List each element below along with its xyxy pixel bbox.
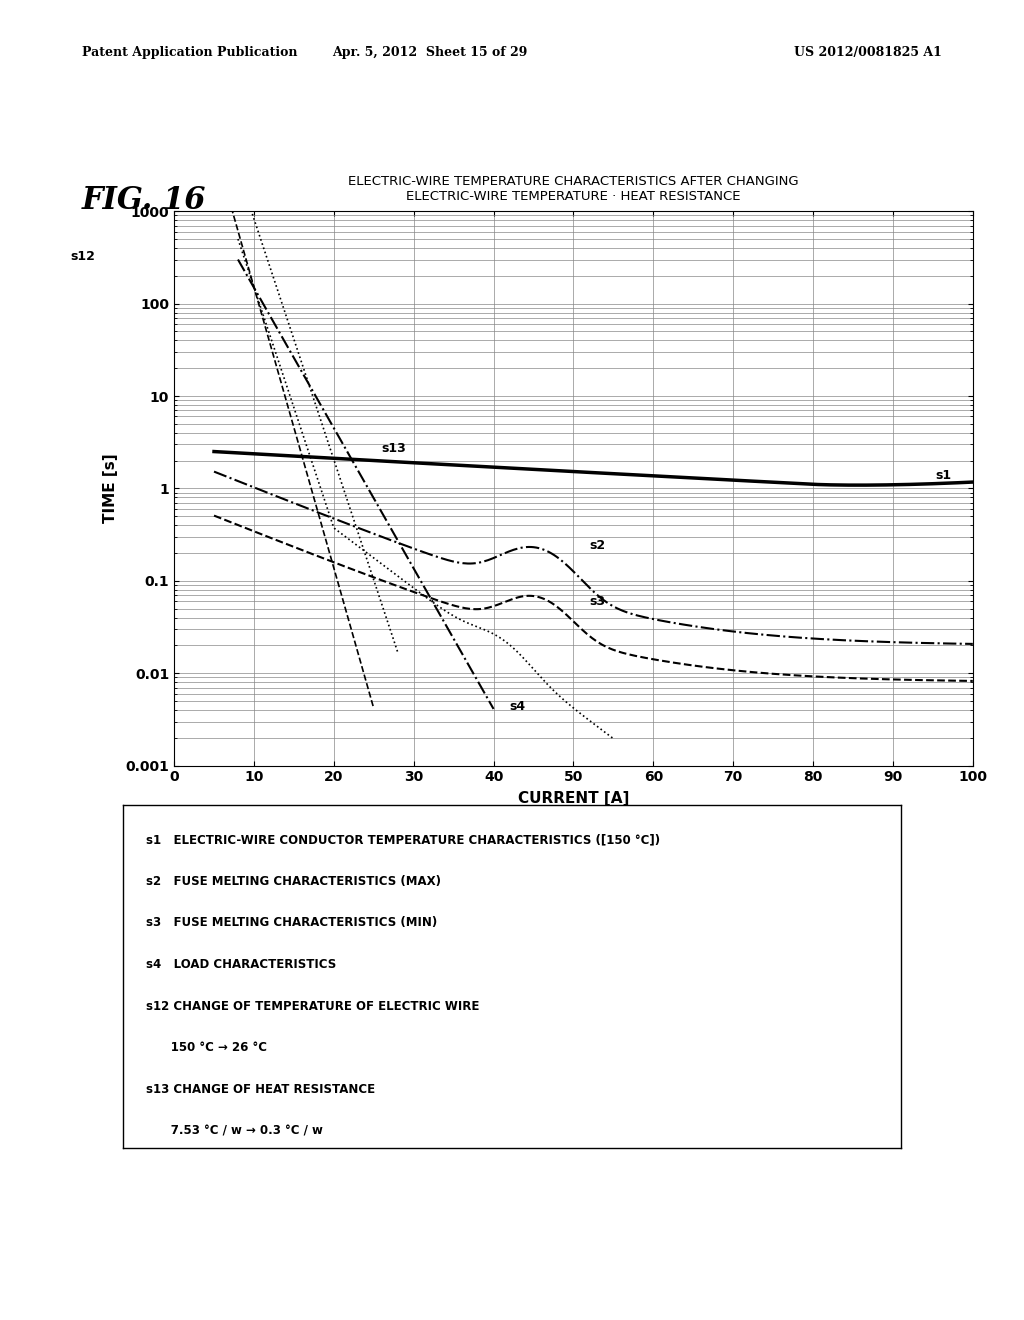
Text: s13 CHANGE OF HEAT RESISTANCE: s13 CHANGE OF HEAT RESISTANCE [146, 1084, 376, 1096]
Y-axis label: TIME [s]: TIME [s] [103, 454, 119, 523]
Text: s1: s1 [936, 470, 951, 482]
Text: s12: s12 [71, 249, 95, 263]
Text: s3   FUSE MELTING CHARACTERISTICS (MIN): s3 FUSE MELTING CHARACTERISTICS (MIN) [146, 916, 437, 929]
Text: 150 °C → 26 °C: 150 °C → 26 °C [146, 1041, 267, 1055]
Text: s4: s4 [510, 700, 525, 713]
Text: FIG. 16: FIG. 16 [82, 185, 207, 215]
Text: s4   LOAD CHARACTERISTICS: s4 LOAD CHARACTERISTICS [146, 958, 337, 972]
Text: Patent Application Publication: Patent Application Publication [82, 46, 297, 59]
Text: s1   ELECTRIC-WIRE CONDUCTOR TEMPERATURE CHARACTERISTICS ([150 °C]): s1 ELECTRIC-WIRE CONDUCTOR TEMPERATURE C… [146, 833, 660, 846]
Text: s2: s2 [590, 539, 605, 552]
Text: s3: s3 [590, 595, 605, 607]
Text: Apr. 5, 2012  Sheet 15 of 29: Apr. 5, 2012 Sheet 15 of 29 [333, 46, 527, 59]
Text: s2   FUSE MELTING CHARACTERISTICS (MAX): s2 FUSE MELTING CHARACTERISTICS (MAX) [146, 875, 441, 887]
Text: s13: s13 [382, 442, 407, 454]
Text: s12 CHANGE OF TEMPERATURE OF ELECTRIC WIRE: s12 CHANGE OF TEMPERATURE OF ELECTRIC WI… [146, 999, 479, 1012]
Text: 7.53 °C / w → 0.3 °C / w: 7.53 °C / w → 0.3 °C / w [146, 1125, 324, 1138]
Text: US 2012/0081825 A1: US 2012/0081825 A1 [795, 46, 942, 59]
X-axis label: CURRENT [A]: CURRENT [A] [518, 792, 629, 807]
Title: ELECTRIC-WIRE TEMPERATURE CHARACTERISTICS AFTER CHANGING
ELECTRIC-WIRE TEMPERATU: ELECTRIC-WIRE TEMPERATURE CHARACTERISTIC… [348, 176, 799, 203]
